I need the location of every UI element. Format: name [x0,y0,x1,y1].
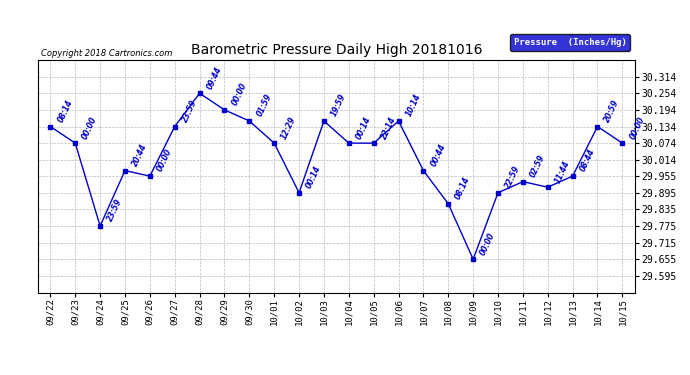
Text: Copyright 2018 Cartronics.com: Copyright 2018 Cartronics.com [41,49,172,58]
Text: 08:44: 08:44 [578,148,596,173]
Text: 00:00: 00:00 [81,115,99,140]
Text: 20:44: 20:44 [130,142,149,168]
Text: 00:00: 00:00 [628,115,647,140]
Text: 00:14: 00:14 [304,164,323,190]
Text: 19:59: 19:59 [330,93,348,118]
Legend: Pressure  (Inches/Hg): Pressure (Inches/Hg) [510,34,630,51]
Text: 02:59: 02:59 [529,153,546,179]
Text: 00:44: 00:44 [429,142,447,168]
Text: 08:14: 08:14 [454,176,472,201]
Text: 23:59: 23:59 [106,198,124,223]
Text: 01:59: 01:59 [255,93,273,118]
Text: 00:00: 00:00 [230,81,248,107]
Text: 00:00: 00:00 [479,231,497,256]
Text: 00:14: 00:14 [355,115,373,140]
Text: 09:44: 09:44 [205,65,224,90]
Text: 12:29: 12:29 [279,115,298,140]
Text: 22:14: 22:14 [380,115,397,140]
Text: 20:59: 20:59 [603,98,622,124]
Text: 11:44: 11:44 [553,159,571,184]
Text: 08:14: 08:14 [56,98,75,124]
Text: 22:59: 22:59 [504,164,522,190]
Text: 23:59: 23:59 [180,98,199,124]
Text: 00:00: 00:00 [155,148,174,173]
Text: 10:14: 10:14 [404,93,422,118]
Title: Barometric Pressure Daily High 20181016: Barometric Pressure Daily High 20181016 [190,44,482,57]
